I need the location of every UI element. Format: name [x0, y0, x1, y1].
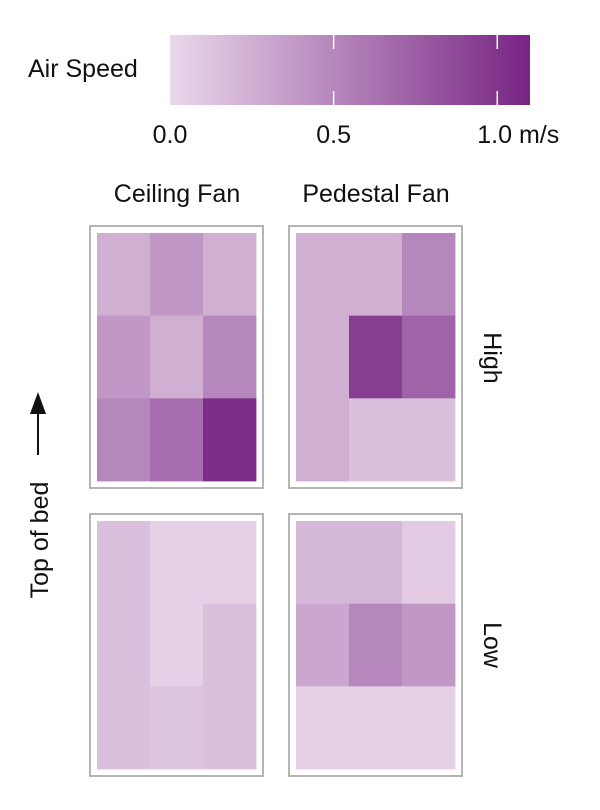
heatmap-cell: [349, 398, 402, 481]
heatmap-cell: [150, 604, 203, 687]
colorbar-tick-label: 0.0: [153, 121, 188, 149]
row-label-high: High: [478, 332, 506, 383]
heatmap-cell: [97, 398, 150, 481]
heatmap-cell: [296, 604, 349, 687]
colorbar-tick-label: 1.0 m/s: [477, 121, 559, 149]
heatmap-cell: [296, 398, 349, 481]
heatmap-cell: [203, 604, 256, 687]
heatmap-cell: [296, 316, 349, 399]
heatmap-cell: [97, 521, 150, 604]
panel-pedestal-fan-high: [289, 226, 462, 488]
heatmap-cell: [150, 398, 203, 481]
heatmap-cell: [402, 686, 455, 769]
heatmap-cell: [203, 521, 256, 604]
column-header-ceiling-fan: Ceiling Fan: [114, 180, 240, 208]
heatmap-cell: [349, 686, 402, 769]
heatmap-panels: [90, 226, 462, 776]
heatmap-cell: [150, 316, 203, 399]
side-label-top-of-bed: Top of bed: [26, 482, 54, 599]
heatmap-cell: [97, 233, 150, 316]
arrow-up-icon: [30, 392, 46, 455]
heatmap-cell: [349, 604, 402, 687]
heatmap-cell: [349, 233, 402, 316]
heatmap-cell: [402, 604, 455, 687]
heatmap-cell: [402, 316, 455, 399]
panel-ceiling-fan-high: [90, 226, 263, 488]
heatmap-cell: [203, 398, 256, 481]
heatmap-cell: [97, 686, 150, 769]
heatmap-cell: [150, 686, 203, 769]
column-header-pedestal-fan: Pedestal Fan: [302, 180, 449, 208]
heatmap-cell: [203, 233, 256, 316]
heatmap-cell: [203, 316, 256, 399]
panel-ceiling-fan-low: [90, 514, 263, 776]
heatmap-cell: [150, 233, 203, 316]
heatmap-cell: [97, 604, 150, 687]
heatmap-cell: [402, 398, 455, 481]
heatmap-cell: [150, 521, 203, 604]
heatmap-cell: [203, 686, 256, 769]
colorbar-tick-label: 0.5: [316, 121, 351, 149]
heatmap-cell: [296, 233, 349, 316]
colorbar: [170, 35, 530, 105]
heatmap-cell: [349, 316, 402, 399]
colorbar-title: Air Speed: [28, 55, 138, 83]
heatmap-cell: [296, 686, 349, 769]
panel-pedestal-fan-low: [289, 514, 462, 776]
heatmap-cell: [97, 316, 150, 399]
heatmap-cell: [402, 233, 455, 316]
heatmap-cell: [402, 521, 455, 604]
row-label-low: Low: [478, 622, 506, 669]
heatmap-cell: [296, 521, 349, 604]
heatmap-cell: [349, 521, 402, 604]
